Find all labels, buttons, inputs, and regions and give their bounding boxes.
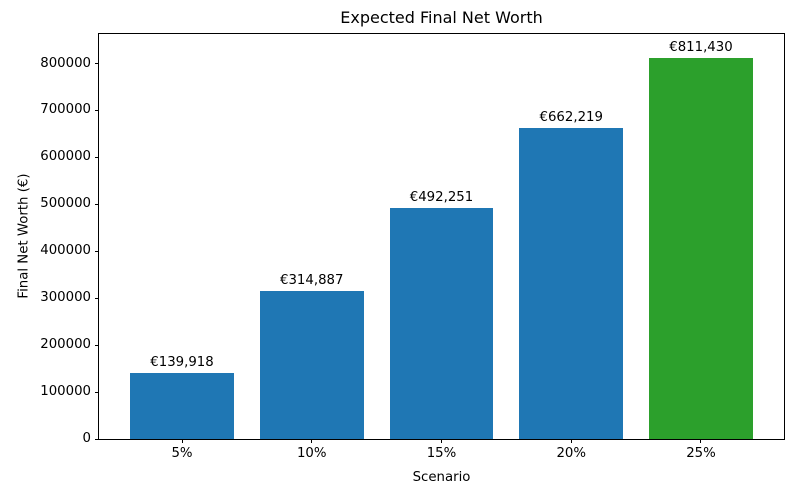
y-tick-label: 700000 — [40, 102, 91, 118]
x-tick-mark — [181, 439, 183, 443]
bar-value-label: €314,887 — [280, 273, 344, 289]
y-tick-mark — [95, 344, 99, 346]
y-tick-label: 400000 — [40, 243, 91, 259]
bar-value-label: €492,251 — [409, 190, 474, 205]
y-tick-mark — [95, 203, 99, 205]
x-tick-mark — [700, 439, 702, 443]
chart-title: Expected Final Net Worth — [340, 8, 543, 27]
x-tick-label: 5% — [171, 446, 193, 461]
bar — [130, 373, 234, 439]
bar — [519, 128, 624, 439]
y-tick-mark — [95, 297, 99, 299]
y-tick-label: 800000 — [40, 55, 91, 71]
bar-value-label: €662,219 — [539, 110, 603, 126]
x-axis-label: Scenario — [412, 470, 471, 485]
y-tick-label: 600000 — [40, 149, 91, 165]
y-tick-label: 100000 — [40, 384, 91, 400]
x-tick-mark — [570, 439, 572, 443]
y-tick-mark — [95, 63, 99, 65]
x-tick-mark — [441, 439, 442, 443]
y-tick-mark — [95, 156, 99, 158]
x-tick-label: 10% — [296, 446, 327, 461]
bar — [389, 208, 494, 439]
plot-area: 0 100000 200000 300000 400000 500000 600000 700… — [40, 33, 785, 461]
x-tick-label: 20% — [556, 446, 587, 461]
y-tick-label: 200000 — [40, 337, 91, 353]
x-tick-label: 15% — [426, 446, 457, 461]
bar — [259, 291, 364, 439]
y-tick-mark — [95, 250, 99, 252]
bar — [649, 58, 753, 439]
x-tick-mark — [311, 439, 313, 443]
y-tick-mark — [95, 438, 99, 440]
bar-value-label: €811,430 — [669, 40, 733, 56]
y-tick-label: 0 — [82, 431, 91, 446]
y-tick-label: 300000 — [40, 290, 91, 306]
y-tick-label: 500000 — [40, 196, 91, 212]
y-tick-mark — [95, 391, 99, 393]
bar-value-label: €139,918 — [150, 355, 214, 371]
y-axis-label-text: Final Net Worth (€) — [16, 173, 32, 299]
x-tick-label: 25% — [686, 446, 716, 461]
y-tick-mark — [95, 109, 99, 111]
